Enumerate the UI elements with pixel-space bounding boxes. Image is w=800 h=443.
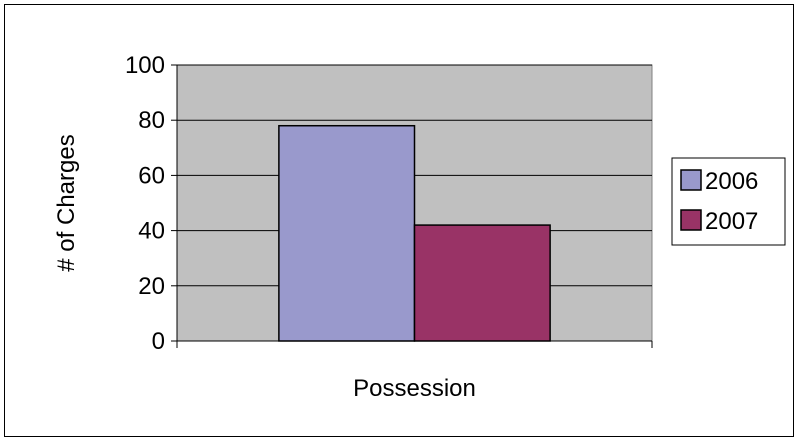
legend-label-2007: 2007 (705, 208, 758, 235)
y-tick-label: 100 (125, 52, 165, 79)
legend-swatch-2006 (680, 169, 702, 191)
bar-2007 (413, 224, 551, 342)
y-tick-label: 60 (138, 162, 165, 189)
legend: 2006 2007 (671, 157, 786, 246)
x-axis (176, 340, 653, 348)
legend-swatch-2007 (680, 209, 702, 231)
y-tick-label: 40 (138, 218, 165, 245)
y-axis: 0 20 40 60 80 100 (125, 52, 178, 355)
y-axis-title: # of Charges (53, 134, 80, 271)
x-axis-category-label: Possession (353, 375, 476, 402)
legend-label-2006: 2006 (705, 168, 758, 195)
y-tick-label: 20 (138, 273, 165, 300)
y-tick-label: 0 (152, 328, 165, 355)
bar-2006 (278, 124, 416, 342)
bars (278, 124, 551, 342)
y-tick-label: 80 (138, 107, 165, 134)
